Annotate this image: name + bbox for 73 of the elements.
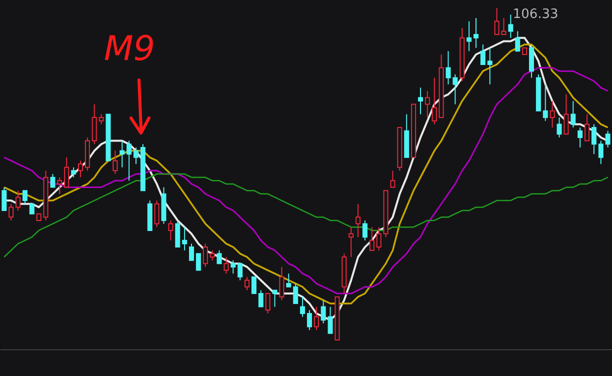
- candlestick: [320, 300, 326, 324]
- candlestick: [508, 14, 514, 38]
- candlestick: [22, 190, 28, 204]
- candlestick: [550, 100, 555, 128]
- candlestick: [529, 44, 534, 78]
- candlestick: [300, 296, 306, 318]
- candlestick: [591, 124, 596, 155]
- candlestick: [251, 276, 256, 294]
- candlestick: [556, 117, 562, 138]
- candlestick: [480, 44, 486, 65]
- candlestick: [78, 160, 83, 178]
- candlestick: [175, 220, 180, 248]
- candlestick: [293, 283, 298, 304]
- candlestick: [64, 156, 70, 188]
- candlestick: [168, 220, 174, 241]
- candlestick: [362, 220, 368, 241]
- candlestick: [265, 293, 270, 314]
- candlestick: [50, 174, 56, 188]
- candlestick: [314, 306, 319, 331]
- candlestick: [272, 290, 278, 308]
- candlestick: [376, 226, 382, 251]
- candlestick: [224, 256, 229, 274]
- candlestick: [598, 140, 604, 165]
- candlestick: [71, 166, 76, 178]
- candlestick: [542, 84, 548, 122]
- candlestick: [189, 243, 194, 261]
- candlestick: [306, 310, 312, 331]
- candlestick: [210, 250, 215, 261]
- candlestick: [328, 306, 333, 334]
- candlestick: [424, 90, 430, 118]
- candlestick: [258, 290, 264, 308]
- candlestick: [202, 243, 208, 268]
- candlestick: [494, 8, 500, 36]
- candlestick: [446, 50, 451, 85]
- candlestick: [120, 140, 125, 168]
- candlestick: [452, 74, 458, 105]
- candlestick: [584, 114, 590, 142]
- candlestick: [570, 100, 576, 128]
- candlestick: [182, 226, 188, 251]
- candlestick: [432, 77, 437, 125]
- annotation: M9: [104, 29, 155, 69]
- candlestick: [238, 263, 243, 281]
- candlestick: [515, 30, 520, 52]
- annotation: 106.33: [512, 7, 558, 22]
- candlestick: [578, 127, 583, 148]
- candlestick: [474, 17, 478, 48]
- candlestick: [16, 190, 21, 212]
- candlestick: [29, 203, 34, 214]
- candlestick: [8, 203, 14, 221]
- candlestick: [348, 226, 354, 258]
- candlestick: [390, 170, 396, 188]
- candlestick: [244, 276, 250, 291]
- candlestick: [57, 176, 62, 194]
- candlestick: [216, 250, 222, 264]
- candlestick: [92, 104, 97, 145]
- candlestick: [98, 114, 104, 125]
- candlestick: [286, 273, 292, 288]
- candlestick: [418, 87, 423, 115]
- candlestick: [564, 94, 569, 135]
- candlestick: [230, 260, 236, 274]
- candlestick: [196, 253, 201, 271]
- candlestick: [126, 140, 132, 182]
- candlestick: [134, 146, 138, 165]
- candlestick: [369, 226, 374, 251]
- candlestick: [487, 47, 492, 85]
- candlestick: [356, 203, 361, 238]
- candlestick: [466, 20, 472, 52]
- candlestick: [605, 130, 610, 148]
- candlestick: [154, 200, 160, 228]
- candlestick: [501, 17, 506, 36]
- candlestick: [112, 150, 118, 174]
- candlestick: [2, 186, 7, 212]
- candlestick: [279, 266, 284, 301]
